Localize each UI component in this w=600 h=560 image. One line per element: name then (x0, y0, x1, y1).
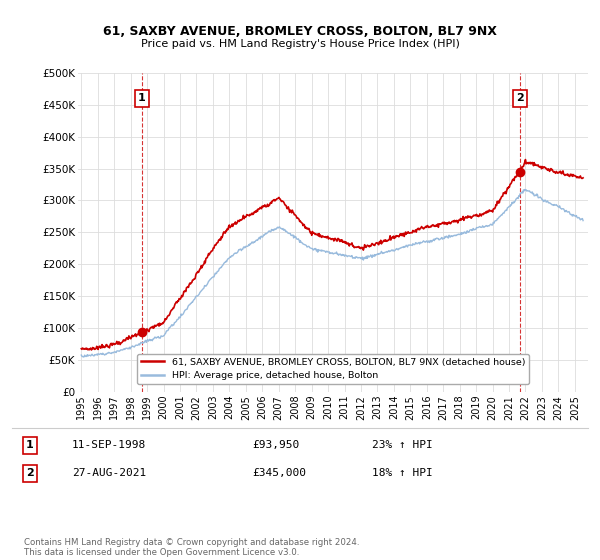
Text: 27-AUG-2021: 27-AUG-2021 (72, 468, 146, 478)
Text: 18% ↑ HPI: 18% ↑ HPI (372, 468, 433, 478)
Text: 1: 1 (138, 94, 146, 104)
Text: 11-SEP-1998: 11-SEP-1998 (72, 440, 146, 450)
Legend: 61, SAXBY AVENUE, BROMLEY CROSS, BOLTON, BL7 9NX (detached house), HPI: Average : 61, SAXBY AVENUE, BROMLEY CROSS, BOLTON,… (137, 354, 529, 384)
Text: £345,000: £345,000 (252, 468, 306, 478)
Text: 1: 1 (26, 440, 34, 450)
Text: 23% ↑ HPI: 23% ↑ HPI (372, 440, 433, 450)
Text: 2: 2 (26, 468, 34, 478)
Text: 2: 2 (516, 94, 524, 104)
Text: £93,950: £93,950 (252, 440, 299, 450)
Text: Price paid vs. HM Land Registry's House Price Index (HPI): Price paid vs. HM Land Registry's House … (140, 39, 460, 49)
Text: 61, SAXBY AVENUE, BROMLEY CROSS, BOLTON, BL7 9NX: 61, SAXBY AVENUE, BROMLEY CROSS, BOLTON,… (103, 25, 497, 38)
Text: Contains HM Land Registry data © Crown copyright and database right 2024.
This d: Contains HM Land Registry data © Crown c… (24, 538, 359, 557)
